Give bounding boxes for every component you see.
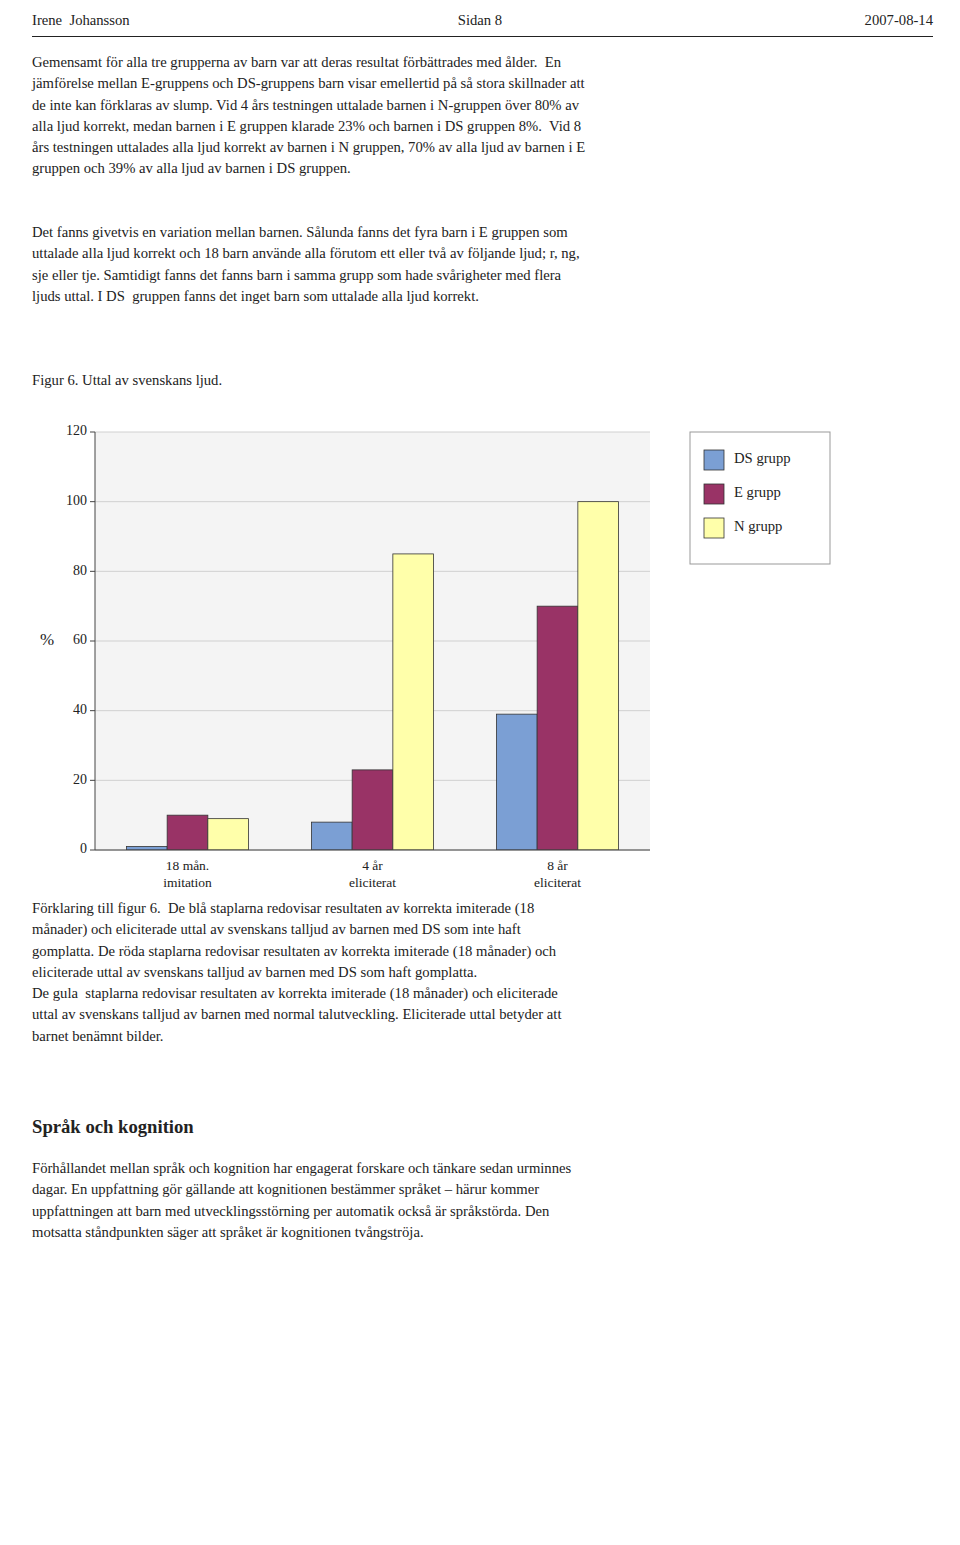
- x-tick-label-line: eliciterat: [534, 875, 581, 890]
- y-tick-label: 80: [73, 563, 87, 578]
- bars: [126, 502, 618, 850]
- y-tick: [90, 780, 95, 781]
- header-right: 2007-08-14: [865, 12, 933, 29]
- x-axis-line: [95, 850, 650, 851]
- y-tick: [90, 710, 95, 711]
- bar: [311, 822, 352, 850]
- legend-label: DS grupp: [734, 450, 791, 466]
- legend-label: E grupp: [734, 484, 781, 500]
- chart: 0 20 40 60 80 100 120% 18 mån. imitation 4 år elic…: [0, 420, 960, 895]
- y-axis-label: %: [40, 630, 54, 649]
- legend: DS grupp E grupp N grupp: [690, 432, 830, 564]
- bar: [167, 815, 208, 850]
- y-tick-label: 100: [66, 493, 87, 508]
- y-tick: [90, 501, 95, 502]
- x-tick-label-line: 4 år: [362, 858, 383, 873]
- grid-line: [95, 501, 650, 502]
- y-tick-label: 0: [80, 841, 87, 856]
- header-left: Irene Johansson: [32, 12, 130, 29]
- paragraph: Förhållandet mellan språk och kognition …: [32, 1158, 571, 1243]
- paragraph: Det fanns givetvis en variation mellan b…: [32, 222, 580, 307]
- bar: [578, 502, 619, 850]
- legend-label: N grupp: [734, 518, 782, 534]
- x-tick-label-line: eliciterat: [349, 875, 396, 890]
- legend-swatch: [704, 518, 724, 538]
- legend-swatch: [704, 484, 724, 504]
- y-tick: [90, 641, 95, 642]
- y-tick-label: 20: [73, 772, 87, 787]
- x-tick-label-line: 18 mån.: [166, 858, 210, 873]
- bar: [208, 819, 249, 850]
- header-center: Sidan 8: [458, 12, 502, 29]
- x-tick-label-line: 8 år: [547, 858, 568, 873]
- bar: [126, 847, 167, 850]
- paragraph: Förklaring till figur 6. De blå staplarn…: [32, 898, 562, 1047]
- y-tick-label: 60: [73, 632, 87, 647]
- grid-line: [95, 571, 650, 572]
- y-tick: [90, 432, 95, 433]
- y-tick: [90, 571, 95, 572]
- x-tick-label-line: imitation: [163, 875, 212, 890]
- bar: [537, 606, 578, 850]
- plot-background: [95, 432, 650, 850]
- bar: [393, 554, 434, 850]
- figure-label: Figur 6. Uttal av svenskans ljud.: [32, 370, 222, 391]
- paragraph: Gemensamt för alla tre grupperna av barn…: [32, 52, 585, 180]
- bar: [352, 770, 393, 850]
- x-tick-label: 8 år eliciterat: [534, 858, 581, 890]
- x-tick-label: 4 år eliciterat: [349, 858, 396, 890]
- y-tick: [90, 850, 95, 851]
- legend-frame: [690, 432, 830, 564]
- grid-line: [95, 432, 650, 433]
- section-title: Språk och kognition: [32, 1116, 194, 1138]
- y-axis-line: [95, 432, 96, 850]
- y-tick-label: 40: [73, 702, 87, 717]
- x-tick-label: 18 mån. imitation: [163, 858, 212, 890]
- bar: [496, 714, 537, 850]
- legend-swatch: [704, 450, 724, 470]
- grid-line: [95, 850, 650, 851]
- y-tick-label: 120: [66, 423, 87, 438]
- header-rule: [32, 36, 933, 37]
